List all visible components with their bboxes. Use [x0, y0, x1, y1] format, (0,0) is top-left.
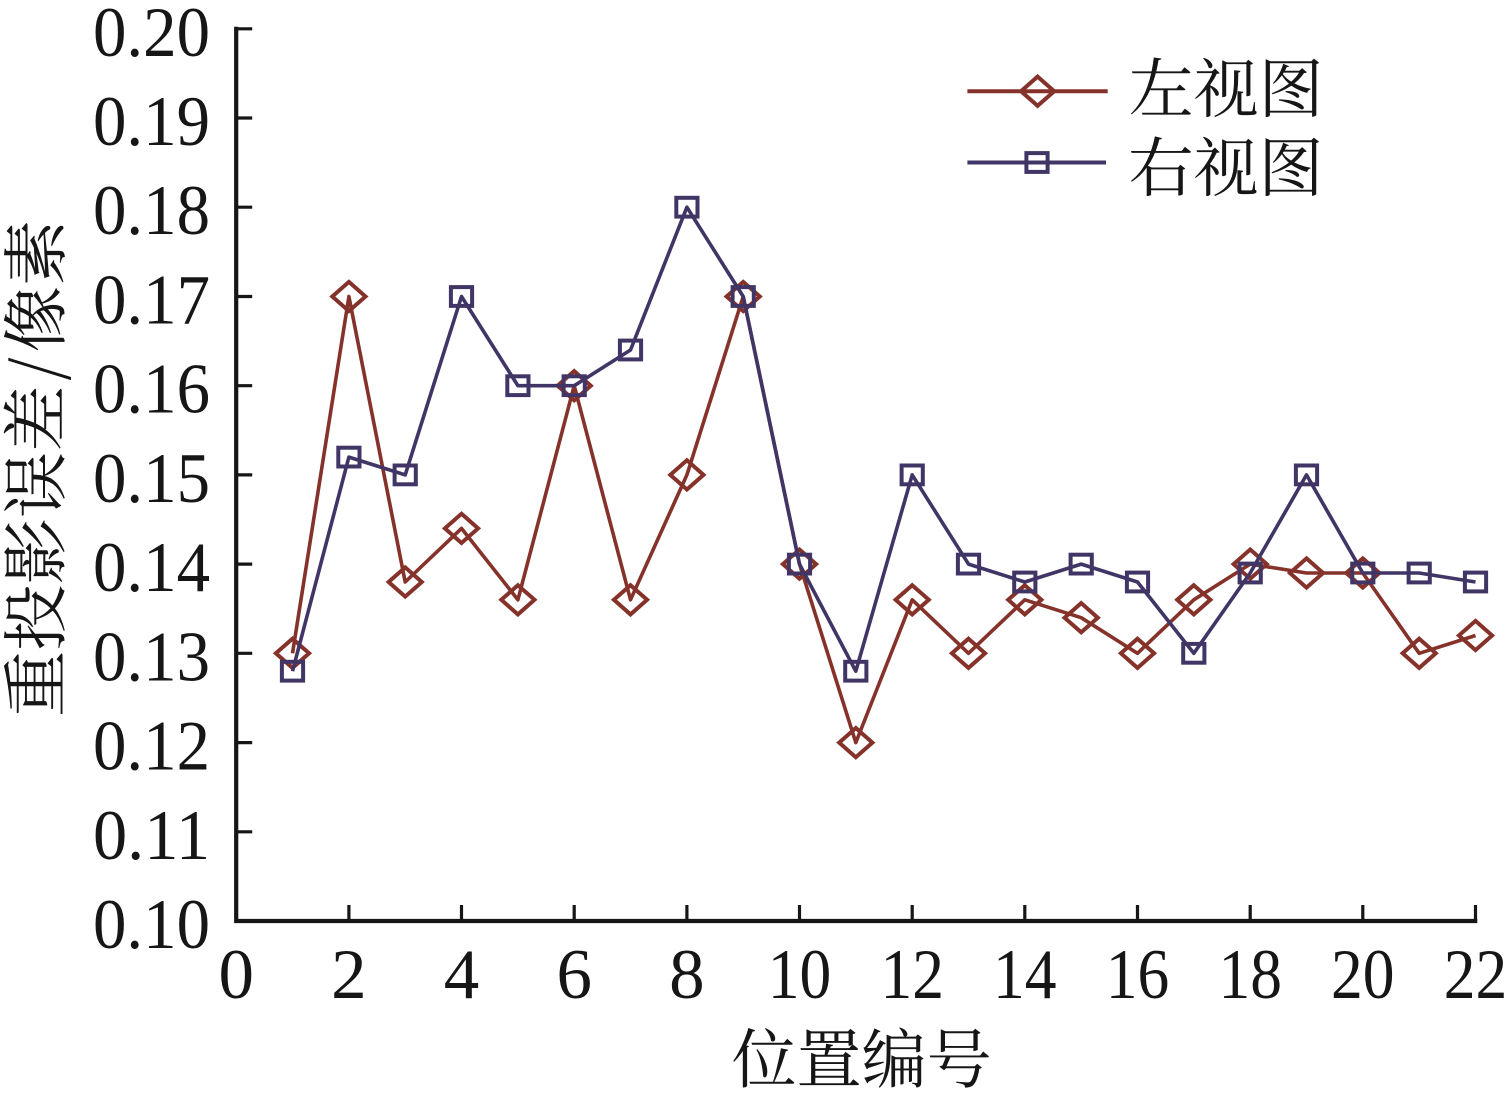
svg-text:8: 8 — [669, 936, 705, 1014]
svg-text:0.14: 0.14 — [93, 529, 210, 607]
svg-text:12: 12 — [880, 936, 944, 1014]
svg-text:2: 2 — [331, 936, 367, 1014]
svg-text:0.10: 0.10 — [93, 886, 210, 964]
svg-text:0.11: 0.11 — [93, 797, 210, 875]
svg-text:0.17: 0.17 — [93, 262, 210, 340]
svg-text:0: 0 — [218, 936, 254, 1014]
svg-text:0.15: 0.15 — [93, 440, 210, 518]
svg-text:10: 10 — [768, 936, 832, 1014]
svg-text:14: 14 — [993, 936, 1057, 1014]
svg-text:0.19: 0.19 — [93, 83, 210, 161]
svg-text:6: 6 — [556, 936, 592, 1014]
svg-text:0.12: 0.12 — [93, 708, 210, 786]
svg-text:18: 18 — [1218, 936, 1282, 1014]
svg-text:22: 22 — [1444, 936, 1508, 1014]
svg-text:16: 16 — [1106, 936, 1170, 1014]
svg-text:0.18: 0.18 — [93, 172, 210, 250]
svg-text:20: 20 — [1331, 936, 1395, 1014]
svg-text:0.20: 0.20 — [93, 0, 210, 72]
svg-text:0.16: 0.16 — [93, 351, 210, 429]
svg-text:4: 4 — [444, 936, 480, 1014]
svg-text:0.13: 0.13 — [93, 618, 210, 696]
